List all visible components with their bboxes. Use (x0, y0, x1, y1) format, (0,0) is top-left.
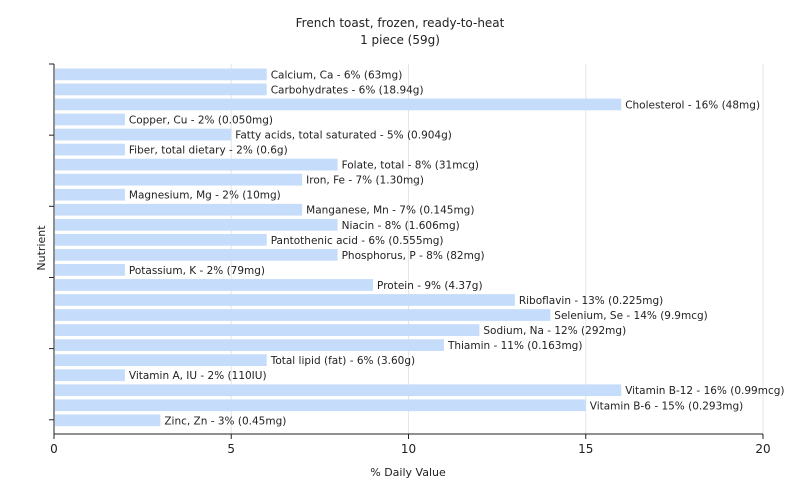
bar-17 (55, 324, 480, 336)
bar-label-7: Iron, Fe - 7% (1.30mg) (306, 175, 424, 187)
bar-label-19: Total lipid (fat) - 6% (3.60g) (270, 355, 415, 367)
bar-label-22: Vitamin B-6 - 15% (0.293mg) (590, 400, 744, 412)
bar-7 (55, 173, 303, 186)
bar-16 (55, 309, 551, 321)
x-axis-title: % Daily Value (370, 466, 446, 479)
bar-3 (55, 113, 125, 126)
bar-label-6: Folate, total - 8% (31mcg) (342, 160, 479, 172)
bar-label-12: Phosphorus, P - 8% (82mg) (342, 250, 485, 262)
x-tick-label-0: 0 (50, 442, 58, 456)
bar-12 (55, 249, 338, 261)
bar-1 (55, 83, 267, 96)
chart-subtitle: 1 piece (59g) (360, 33, 440, 47)
bar-2 (55, 98, 622, 111)
bar-label-2: Cholesterol - 16% (48mg) (625, 99, 760, 111)
bar-0 (55, 68, 267, 81)
x-tick-label-1: 5 (227, 442, 235, 456)
bar-label-14: Protein - 9% (4.37g) (377, 280, 483, 292)
bar-label-17: Sodium, Na - 12% (292mg) (483, 325, 626, 337)
bar-10 (55, 218, 338, 231)
bar-label-4: Fatty acids, total saturated - 5% (0.904… (235, 130, 452, 142)
bar-21 (55, 384, 622, 397)
bar-label-21: Vitamin B-12 - 16% (0.99mcg) (625, 385, 784, 397)
bar-label-15: Riboflavin - 13% (0.225mg) (519, 295, 663, 307)
bar-label-11: Pantothenic acid - 6% (0.555mg) (271, 235, 444, 247)
bar-label-3: Copper, Cu - 2% (0.050mg) (129, 115, 273, 127)
bar-22 (55, 399, 586, 412)
bar-19 (55, 354, 267, 367)
bar-label-9: Manganese, Mn - 7% (0.145mg) (306, 205, 474, 217)
bar-8 (55, 188, 125, 201)
bar-14 (55, 279, 374, 291)
bar-4 (55, 128, 232, 141)
bar-label-0: Calcium, Ca - 6% (63mg) (271, 69, 403, 81)
bar-9 (55, 203, 303, 216)
bar-label-13: Potassium, K - 2% (79mg) (129, 265, 265, 277)
bar-label-1: Carbohydrates - 6% (18.94g) (271, 84, 424, 96)
bar-11 (55, 233, 267, 246)
x-tick-label-3: 15 (578, 442, 593, 456)
bar-18 (55, 339, 444, 351)
bar-5 (55, 143, 125, 156)
bar-label-20: Vitamin A, IU - 2% (110IU) (129, 370, 267, 382)
bar-23 (55, 414, 161, 427)
bars: Calcium, Ca - 6% (63mg) Carbohydrates - 6… (55, 68, 784, 427)
bar-6 (55, 158, 338, 171)
bar-15 (55, 294, 515, 306)
chart-title: French toast, frozen, ready-to-heat (296, 16, 505, 30)
x-tick-label-2: 10 (401, 442, 416, 456)
bar-20 (55, 369, 125, 382)
bar-label-18: Thiamin - 11% (0.163mg) (447, 340, 583, 352)
x-tick-label-4: 20 (755, 442, 770, 456)
y-axis-title: Nutrient (35, 225, 48, 271)
bar-label-23: Zinc, Zn - 3% (0.45mg) (164, 415, 286, 427)
bar-label-16: Selenium, Se - 14% (9.9mcg) (554, 310, 707, 322)
bar-label-5: Fiber, total dietary - 2% (0.6g) (129, 145, 288, 157)
bar-13 (55, 264, 125, 276)
axes: 0 5 10 15 20 (49, 63, 771, 456)
bar-label-8: Magnesium, Mg - 2% (10mg) (129, 190, 281, 202)
bar-label-10: Niacin - 8% (1.606mg) (342, 220, 460, 232)
